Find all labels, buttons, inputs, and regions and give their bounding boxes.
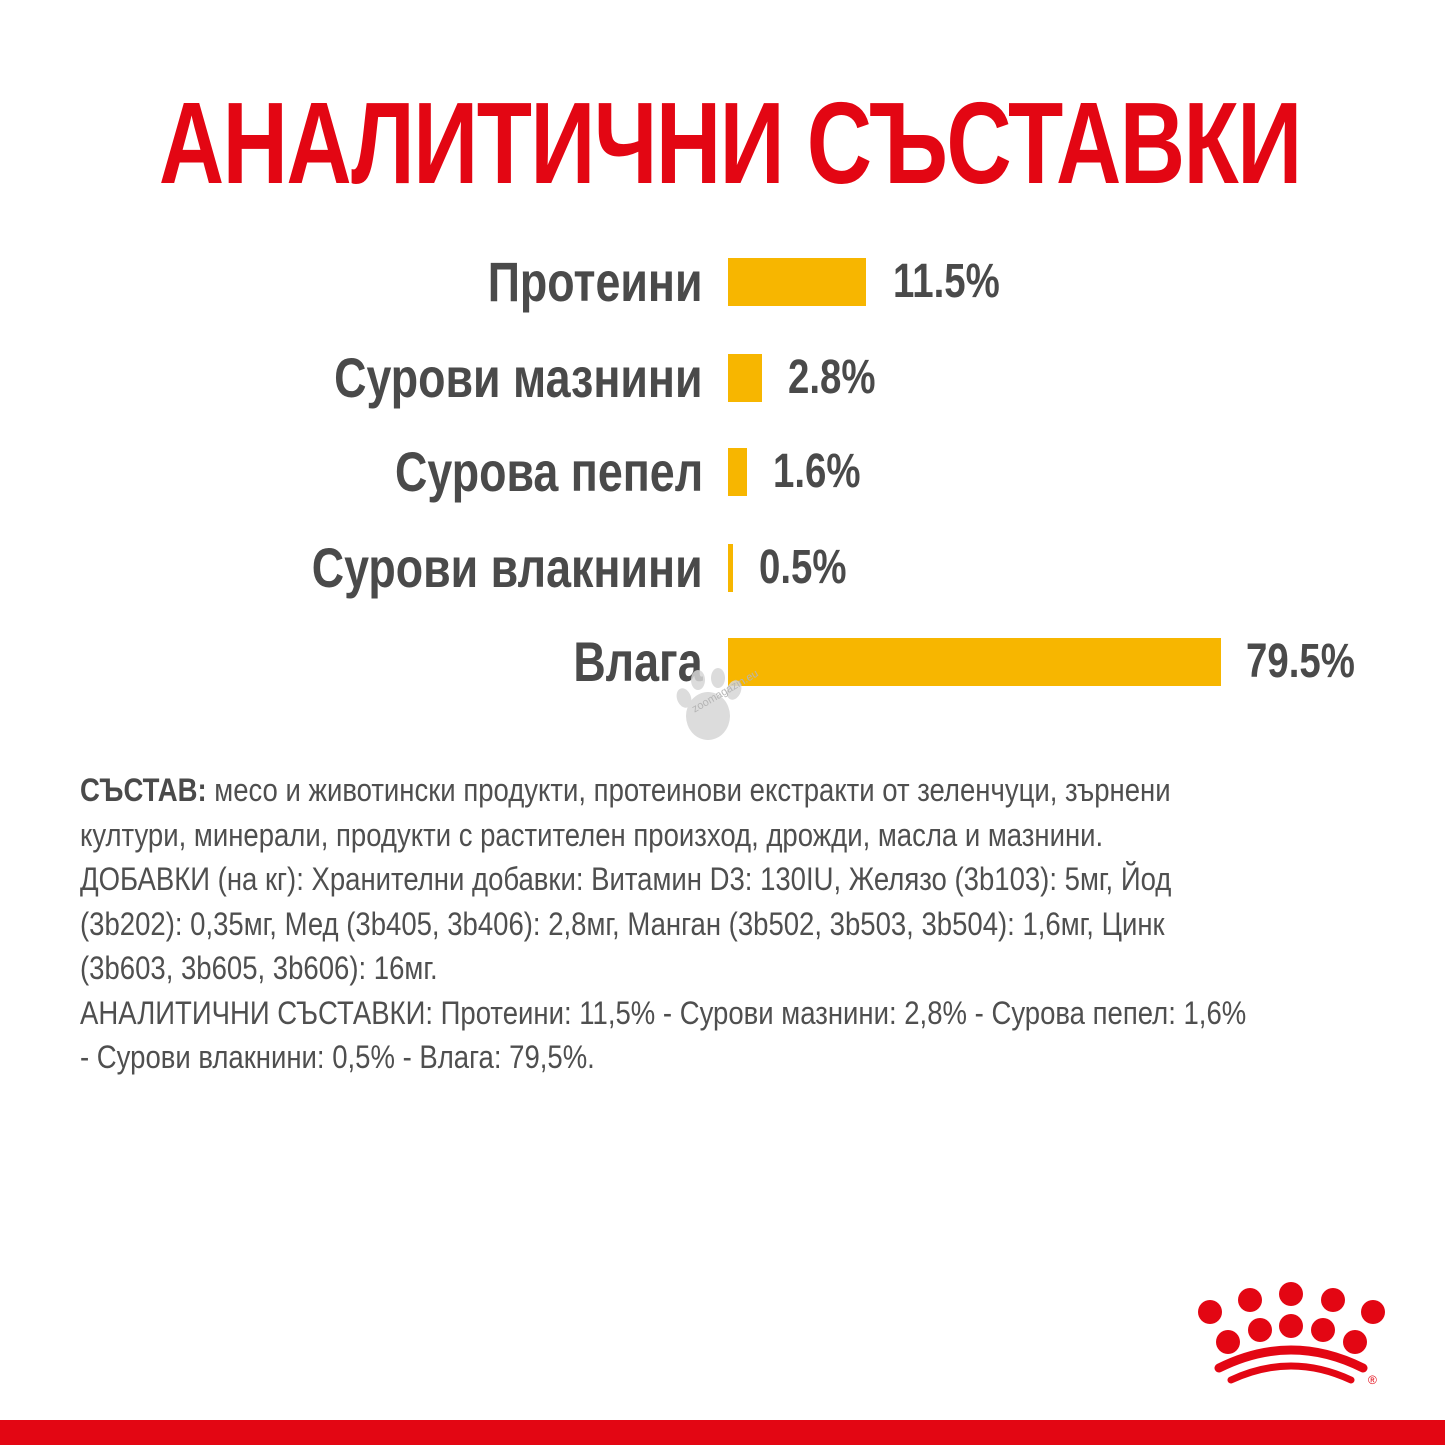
chart-row-protein: Протеини 11.5%: [0, 250, 1445, 313]
bar-ash: [728, 448, 747, 496]
chart-row-ash: Сурова пепел 1.6%: [0, 440, 1445, 503]
composition-heading: СЪСТАВ:: [80, 772, 207, 808]
bottom-stripe: [0, 1420, 1445, 1445]
composition-line: СЪСТАВ: месо и животински продукти, прот…: [80, 768, 1198, 813]
row-value: 0.5%: [759, 541, 847, 594]
composition-text-line1: месо и животински продукти, протеинови е…: [206, 772, 1171, 808]
row-label: Протеини: [488, 250, 703, 313]
registered-mark: ®: [1368, 1373, 1377, 1387]
additives-line: ДОБАВКИ (на кг): Хранителни добавки: Вит…: [80, 861, 1172, 897]
row-value: 11.5%: [893, 255, 1000, 308]
row-label: Сурови мазнини: [334, 346, 703, 409]
bar-fiber: [728, 544, 733, 592]
bar-moisture: [728, 638, 1221, 686]
nutrient-bar-chart: Протеини 11.5% Сурови мазнини 2.8% Суров…: [0, 0, 1445, 720]
bar-protein: [728, 258, 866, 306]
row-label: Сурови влакнини: [312, 536, 703, 599]
composition-line: култури, минерали, продукти с растителен…: [80, 816, 1104, 853]
additives-line: (3b202): 0,35мг, Мед (3b405, 3b406): 2,8…: [80, 905, 1165, 942]
crown-logo-icon: ®: [1198, 1282, 1385, 1387]
analytical-line: АНАЛИТИЧНИ СЪСТАВКИ: Протеини: 11,5% - С…: [80, 994, 1247, 1031]
composition-text: СЪСТАВ: месо и животински продукти, прот…: [80, 768, 1380, 1080]
chart-row-moisture: Влага 79.5%: [0, 630, 1445, 693]
chart-row-fiber: Сурови влакнини 0.5%: [0, 536, 1445, 599]
row-label: Влага: [573, 630, 703, 693]
analytical-line: - Сурови влакнини: 0,5% - Влага: 79,5%.: [80, 1039, 595, 1075]
chart-row-fat: Сурови мазнини 2.8%: [0, 346, 1445, 409]
row-value: 2.8%: [788, 351, 876, 404]
row-value: 79.5%: [1246, 635, 1355, 688]
bar-fat: [728, 354, 762, 402]
additives-line: (3b603, 3b605, 3b606): 16мг.: [80, 950, 438, 986]
row-label: Сурова пепел: [394, 440, 703, 503]
page-title: АНАЛИТИЧНИ СЪСТАВКИ: [158, 78, 1302, 208]
paw-icon: [676, 668, 742, 740]
row-value: 1.6%: [773, 445, 861, 498]
